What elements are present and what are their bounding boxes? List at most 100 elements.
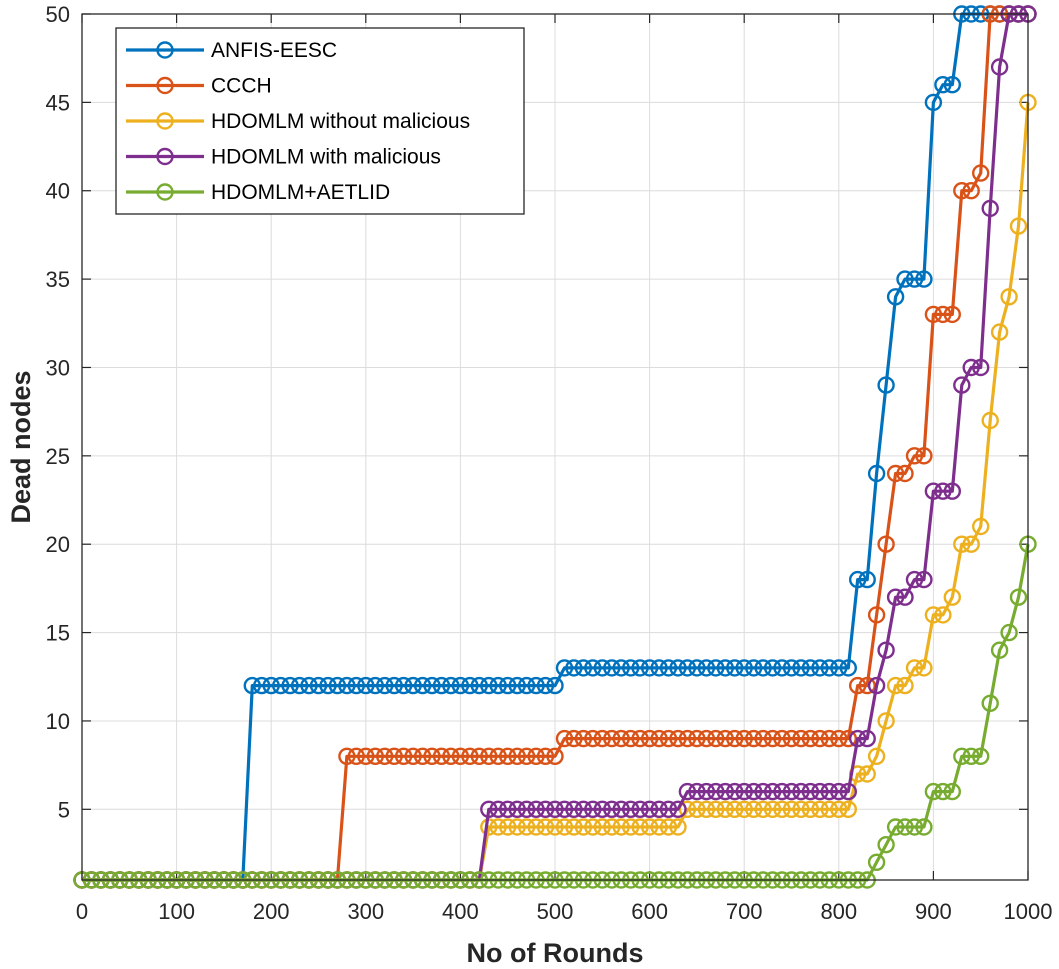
data-point xyxy=(650,800,668,818)
y-tick-label: 35 xyxy=(46,267,70,292)
data-point xyxy=(792,729,810,748)
data-point xyxy=(640,659,659,677)
data-point xyxy=(612,659,630,677)
data-point xyxy=(735,800,753,818)
data-point xyxy=(915,570,933,589)
data-point xyxy=(924,782,943,801)
data-point xyxy=(612,818,630,836)
data-point xyxy=(584,659,602,677)
data-point xyxy=(432,676,451,695)
data-point xyxy=(934,482,952,500)
data-point xyxy=(499,800,517,818)
data-point xyxy=(849,570,867,589)
data-point xyxy=(593,729,611,748)
data-point xyxy=(262,676,280,695)
data-point xyxy=(1000,623,1018,642)
data-point xyxy=(678,800,697,818)
data-point xyxy=(943,782,961,801)
data-point xyxy=(678,729,697,748)
data-point xyxy=(565,729,583,748)
data-point xyxy=(867,464,886,483)
data-point xyxy=(905,270,924,288)
data-point xyxy=(347,747,365,765)
data-point xyxy=(915,270,933,288)
data-point xyxy=(886,818,905,836)
data-point xyxy=(905,659,924,677)
data-point xyxy=(517,800,536,818)
data-point xyxy=(782,729,801,748)
data-point xyxy=(394,747,413,765)
legend-marker xyxy=(156,147,174,166)
data-point xyxy=(376,676,394,695)
data-point xyxy=(858,729,876,748)
data-point xyxy=(622,729,640,748)
data-point xyxy=(508,818,526,836)
data-point xyxy=(915,447,933,465)
data-point xyxy=(763,729,782,748)
x-tick-label: 800 xyxy=(820,899,857,924)
data-point xyxy=(801,729,820,748)
data-point xyxy=(886,464,905,483)
data-point xyxy=(915,818,933,836)
data-point xyxy=(546,800,564,818)
data-point xyxy=(376,747,394,765)
data-point xyxy=(470,676,488,695)
legend-marker xyxy=(156,76,174,95)
data-point xyxy=(309,676,328,695)
data-point xyxy=(972,358,990,377)
data-point xyxy=(640,729,659,748)
data-point xyxy=(867,606,886,624)
data-point xyxy=(461,676,479,695)
data-point xyxy=(678,782,697,801)
data-point xyxy=(849,729,867,748)
data-point xyxy=(300,676,318,695)
data-point xyxy=(896,588,914,606)
data-point xyxy=(423,676,441,695)
data-point xyxy=(773,782,791,801)
data-point xyxy=(820,729,838,748)
x-tick-label: 200 xyxy=(253,899,290,924)
data-point xyxy=(962,181,980,200)
data-point xyxy=(688,800,706,818)
data-point xyxy=(905,570,924,589)
data-point xyxy=(981,694,999,712)
data-point xyxy=(593,818,611,836)
data-point xyxy=(707,729,725,748)
data-point xyxy=(953,181,971,200)
data-point xyxy=(745,659,763,677)
data-point xyxy=(792,800,810,818)
x-tick-label: 600 xyxy=(631,899,668,924)
data-point xyxy=(555,659,574,677)
data-point xyxy=(934,782,952,801)
data-point xyxy=(338,676,356,695)
data-point xyxy=(423,747,441,765)
data-point xyxy=(584,818,602,836)
data-point xyxy=(934,75,952,94)
legend-item: HDOMLM+AETLID xyxy=(126,181,390,204)
data-point xyxy=(565,818,583,836)
data-point xyxy=(489,676,507,695)
y-tick-label: 45 xyxy=(46,90,70,115)
legend-marker xyxy=(156,112,174,130)
data-point xyxy=(990,323,1009,341)
y-tick-label: 20 xyxy=(46,532,70,557)
data-point xyxy=(555,729,574,748)
data-point xyxy=(726,659,744,677)
data-point xyxy=(527,818,545,836)
data-point xyxy=(536,800,555,818)
data-point xyxy=(536,676,555,695)
data-point xyxy=(745,729,763,748)
data-point xyxy=(480,747,498,765)
data-point xyxy=(565,800,583,818)
data-point xyxy=(839,800,857,818)
y-tick-label: 40 xyxy=(46,179,70,204)
data-point xyxy=(953,535,971,553)
data-point xyxy=(801,659,820,677)
data-point xyxy=(527,676,545,695)
data-point xyxy=(716,659,734,677)
data-point xyxy=(650,659,668,677)
data-point xyxy=(877,376,895,394)
data-point xyxy=(972,747,990,765)
data-point xyxy=(631,818,649,836)
data-point xyxy=(877,535,895,553)
